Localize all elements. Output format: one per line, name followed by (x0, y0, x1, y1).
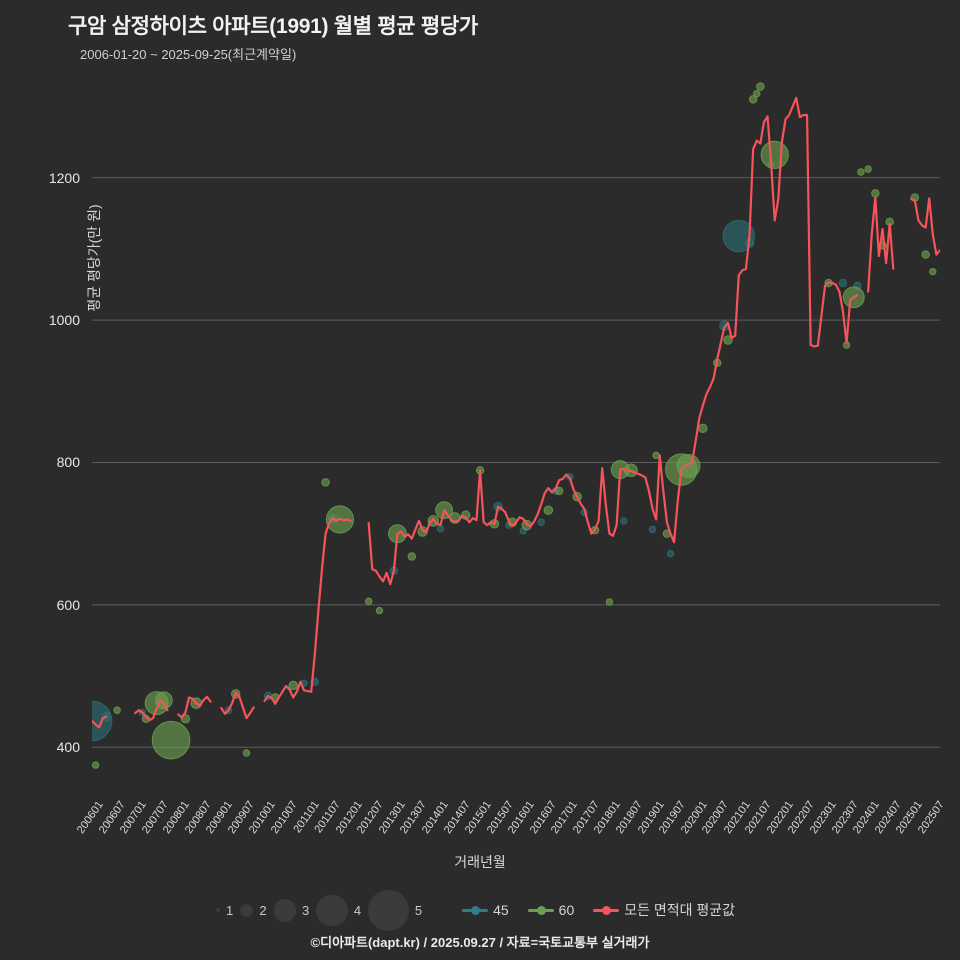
data-point (838, 278, 848, 288)
y-tick-label: 600 (56, 596, 80, 613)
size-legend-bubble-icon (316, 894, 348, 927)
data-point (242, 749, 251, 757)
size-legend-bubble-icon (215, 908, 220, 913)
data-point (723, 335, 733, 345)
data-point (554, 486, 564, 496)
page-subtitle: 2006-01-20 ~ 2025-09-25(최근계약일) (80, 47, 297, 62)
scatter-series-45 (92, 161, 862, 742)
data-point (605, 598, 614, 606)
size-legend-label: 3 (301, 902, 310, 918)
series-line (367, 96, 859, 586)
legend-label: 45 (493, 902, 509, 919)
footer-credit: ©디아파트(dapt.kr) / 2025.09.27 / 자료=국토교통부 실… (310, 935, 650, 950)
data-point (436, 524, 445, 533)
data-point (620, 517, 628, 525)
data-point (857, 168, 865, 176)
data-point (407, 552, 417, 561)
series-line (220, 691, 255, 720)
size-legend-item: 1 (215, 902, 234, 918)
plot-area: 평균 평당가(만 원) 400 600 800 1000 1200 200601 2006… (49, 78, 947, 836)
size-legend-bubble-icon (368, 890, 409, 931)
size-legend-label: 1 (225, 902, 234, 918)
x-axis-label: 거래년월 (454, 854, 506, 870)
legend-swatch-icon (593, 905, 620, 915)
data-point (154, 691, 173, 710)
size-legend-label: 2 (259, 902, 267, 918)
data-point (652, 451, 660, 460)
data-point (321, 478, 330, 487)
size-legend-label: 4 (353, 902, 362, 918)
data-point (760, 140, 789, 169)
data-point (676, 454, 701, 479)
series-line (910, 197, 940, 256)
y-tick-label: 1000 (48, 312, 80, 329)
y-tick-label: 800 (56, 454, 80, 471)
series-line (134, 699, 169, 722)
size-legend-item: 5 (368, 890, 422, 931)
data-point (756, 82, 765, 91)
data-point (864, 165, 872, 173)
scatter-series-60 (92, 82, 937, 769)
series-legend: 45 60 모든 면적대 평균값 (462, 900, 744, 920)
data-point (113, 706, 121, 714)
data-point (537, 518, 545, 526)
size-legend-bubble-icon (240, 903, 254, 917)
legend-item-60[interactable]: 60 (527, 902, 575, 919)
data-point (375, 606, 384, 615)
y-tick-label: 1200 (48, 169, 80, 186)
legend-swatch-icon (462, 905, 489, 915)
data-point (921, 250, 930, 259)
legend-item-모든 면적대 평균값[interactable]: 모든 면적대 평균값 (593, 900, 735, 920)
series-line (867, 196, 895, 293)
data-point (288, 680, 298, 691)
legend-swatch-icon (527, 905, 554, 915)
size-legend-item: 4 (316, 894, 362, 927)
series-line (92, 715, 108, 729)
size-legend-bubble-icon (273, 899, 296, 922)
data-point (92, 761, 100, 769)
chart-canvas (92, 82, 940, 769)
data-point (753, 89, 761, 98)
data-point (929, 267, 937, 276)
size-legend-label: 5 (414, 902, 423, 918)
data-point (151, 720, 191, 760)
legend-item-45[interactable]: 45 (462, 902, 509, 918)
data-point (748, 95, 758, 104)
data-point (698, 423, 708, 434)
line-series-모든 면적대 평균값 (92, 96, 940, 729)
data-point (364, 597, 373, 606)
legend-label: 모든 면적대 평균값 (624, 902, 736, 919)
legend-label: 60 (558, 902, 575, 919)
size-legend-item: 2 (240, 902, 267, 918)
data-point (871, 189, 880, 198)
data-point (648, 525, 657, 534)
size-legend: 1 2 3 4 5 (215, 890, 422, 931)
y-tick-label: 400 (56, 739, 80, 756)
size-legend-item: 3 (273, 899, 310, 922)
data-point (543, 505, 554, 515)
data-point (666, 549, 675, 558)
series-line (263, 516, 352, 705)
page-title: 구암 삼정하이츠 아파트(1991) 월별 평균 평당가 (68, 15, 478, 38)
series-line (177, 695, 212, 719)
